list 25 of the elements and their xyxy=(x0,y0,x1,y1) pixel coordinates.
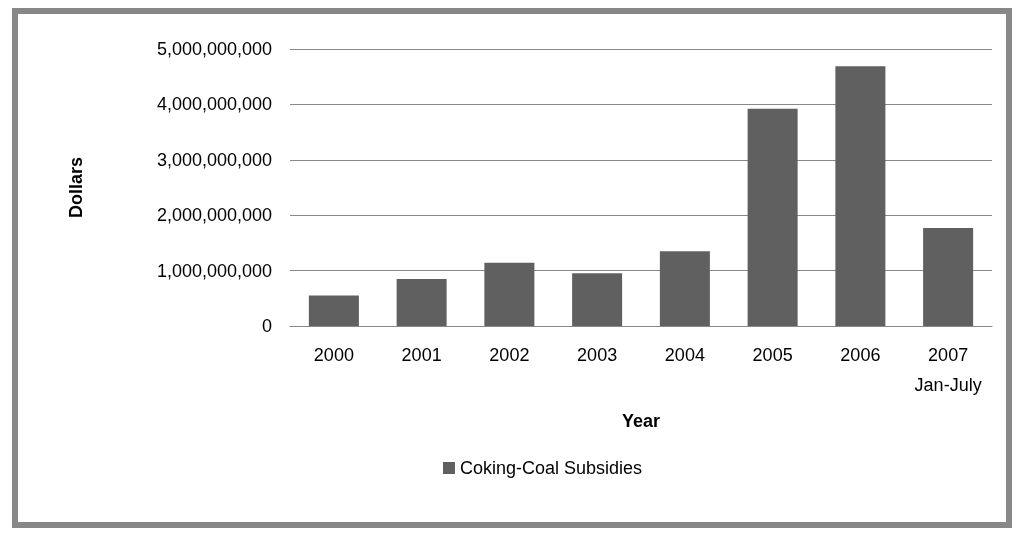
y-tick-label: 5,000,000,000 xyxy=(156,39,272,59)
x-tick-label: 2001 xyxy=(401,345,442,365)
y-axis-title: Dollars xyxy=(66,156,86,219)
x-tick-label: 2002 xyxy=(489,345,530,365)
x-axis-title: Year xyxy=(621,411,661,431)
bar xyxy=(308,295,359,326)
x-tick-label: 2000 xyxy=(313,345,354,365)
x-tick-label: 2007 Jan-July xyxy=(914,345,982,395)
y-tick-label: 4,000,000,000 xyxy=(156,94,272,115)
y-tick-label: 0 xyxy=(261,316,272,336)
y-tick-label: 2,000,000,000 xyxy=(156,205,272,226)
y-tick-label: 3,000,000,000 xyxy=(156,149,272,170)
x-tick-label: 2006 xyxy=(840,345,881,365)
bar xyxy=(396,278,447,326)
bar xyxy=(659,251,710,326)
bar xyxy=(747,108,798,326)
x-tick-label: 2004 xyxy=(664,345,705,365)
bar xyxy=(835,66,886,326)
x-tick-label: 2005 xyxy=(752,345,793,365)
bar xyxy=(572,273,623,326)
x-tick-label: 2003 xyxy=(577,345,618,365)
legend-label: Coking-Coal Subsidies xyxy=(460,458,643,478)
bar xyxy=(484,262,535,326)
bar xyxy=(923,227,974,326)
y-tick-label: 1,000,000,000 xyxy=(156,260,272,281)
